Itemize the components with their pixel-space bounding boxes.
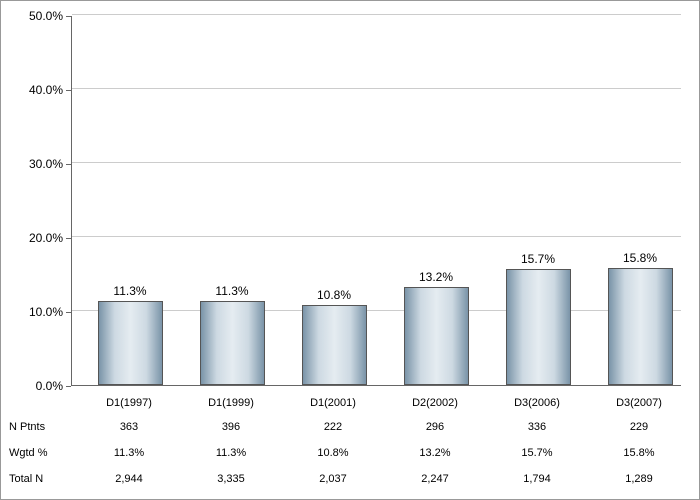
gridline: [72, 310, 681, 311]
bar: 13.2%: [404, 287, 469, 385]
table-row: 363396222296336229: [71, 421, 681, 439]
table-cell: 3,335: [181, 473, 281, 485]
bar-value-label: 10.8%: [303, 288, 366, 302]
table-cell: 2,037: [283, 473, 383, 485]
table-cell: 363: [79, 421, 179, 433]
bar: 10.8%: [302, 305, 367, 385]
gridline: [72, 88, 681, 89]
table-cell: 11.3%: [79, 447, 179, 459]
y-tick-label: 30.0%: [29, 157, 63, 171]
gridline: [72, 14, 681, 15]
table-cell: 336: [487, 421, 587, 433]
table-cell: 1,289: [589, 473, 689, 485]
table-cell: 15.7%: [487, 447, 587, 459]
y-tick-label: 0.0%: [36, 379, 63, 393]
table-cell: 2,247: [385, 473, 485, 485]
y-tick-mark: [66, 238, 71, 239]
bar: 11.3%: [200, 301, 265, 385]
category-label: D1(2001): [283, 397, 383, 409]
table-cell: 1,794: [487, 473, 587, 485]
y-tick-mark: [66, 164, 71, 165]
table-row-header: Wgtd %: [9, 447, 48, 459]
gridline: [72, 162, 681, 163]
table-cell: 11.3%: [181, 447, 281, 459]
y-tick-label: 20.0%: [29, 231, 63, 245]
table-cell: 222: [283, 421, 383, 433]
bar-value-label: 13.2%: [405, 270, 468, 284]
table-row: 2,9443,3352,0372,2471,7941,289: [71, 473, 681, 491]
y-tick-mark: [66, 90, 71, 91]
table-cell: 10.8%: [283, 447, 383, 459]
y-tick-mark: [66, 312, 71, 313]
table-cell: 2,944: [79, 473, 179, 485]
bar-value-label: 15.8%: [609, 251, 672, 265]
y-tick-mark: [66, 16, 71, 17]
table-cell: 396: [181, 421, 281, 433]
bar: 15.7%: [506, 269, 571, 385]
table-cell: 229: [589, 421, 689, 433]
table-row-header: Total N: [9, 473, 43, 485]
y-tick-label: 40.0%: [29, 83, 63, 97]
bar-value-label: 11.3%: [201, 284, 264, 298]
table-cell: 13.2%: [385, 447, 485, 459]
y-tick-mark: [66, 386, 71, 387]
category-row: D1(1997)D1(1999)D1(2001)D2(2002)D3(2006)…: [71, 397, 681, 415]
category-label: D3(2007): [589, 397, 689, 409]
category-label: D2(2002): [385, 397, 485, 409]
table-row-header: N Ptnts: [9, 421, 45, 433]
table-cell: 296: [385, 421, 485, 433]
chart-container: 11.3%11.3%10.8%13.2%15.7%15.8% 0.0%10.0%…: [0, 0, 700, 500]
y-tick-label: 50.0%: [29, 9, 63, 23]
category-label: D1(1999): [181, 397, 281, 409]
plot-area: 11.3% 11.3% 10.8% 13.2% 15.7% 15.8%: [71, 16, 681, 386]
bar-value-label: 15.7%: [507, 252, 570, 266]
y-tick-label: 10.0%: [29, 305, 63, 319]
category-label: D3(2006): [487, 397, 587, 409]
bar: 15.8%: [608, 268, 673, 385]
bar: 11.3%: [98, 301, 163, 385]
gridline: [72, 236, 681, 237]
table-cell: 15.8%: [589, 447, 689, 459]
table-row: 11.3%11.3%10.8%13.2%15.7%15.8%: [71, 447, 681, 465]
category-label: D1(1997): [79, 397, 179, 409]
bar-value-label: 11.3%: [99, 284, 162, 298]
plot-inner: 11.3% 11.3% 10.8% 13.2% 15.7% 15.8%: [72, 16, 681, 385]
